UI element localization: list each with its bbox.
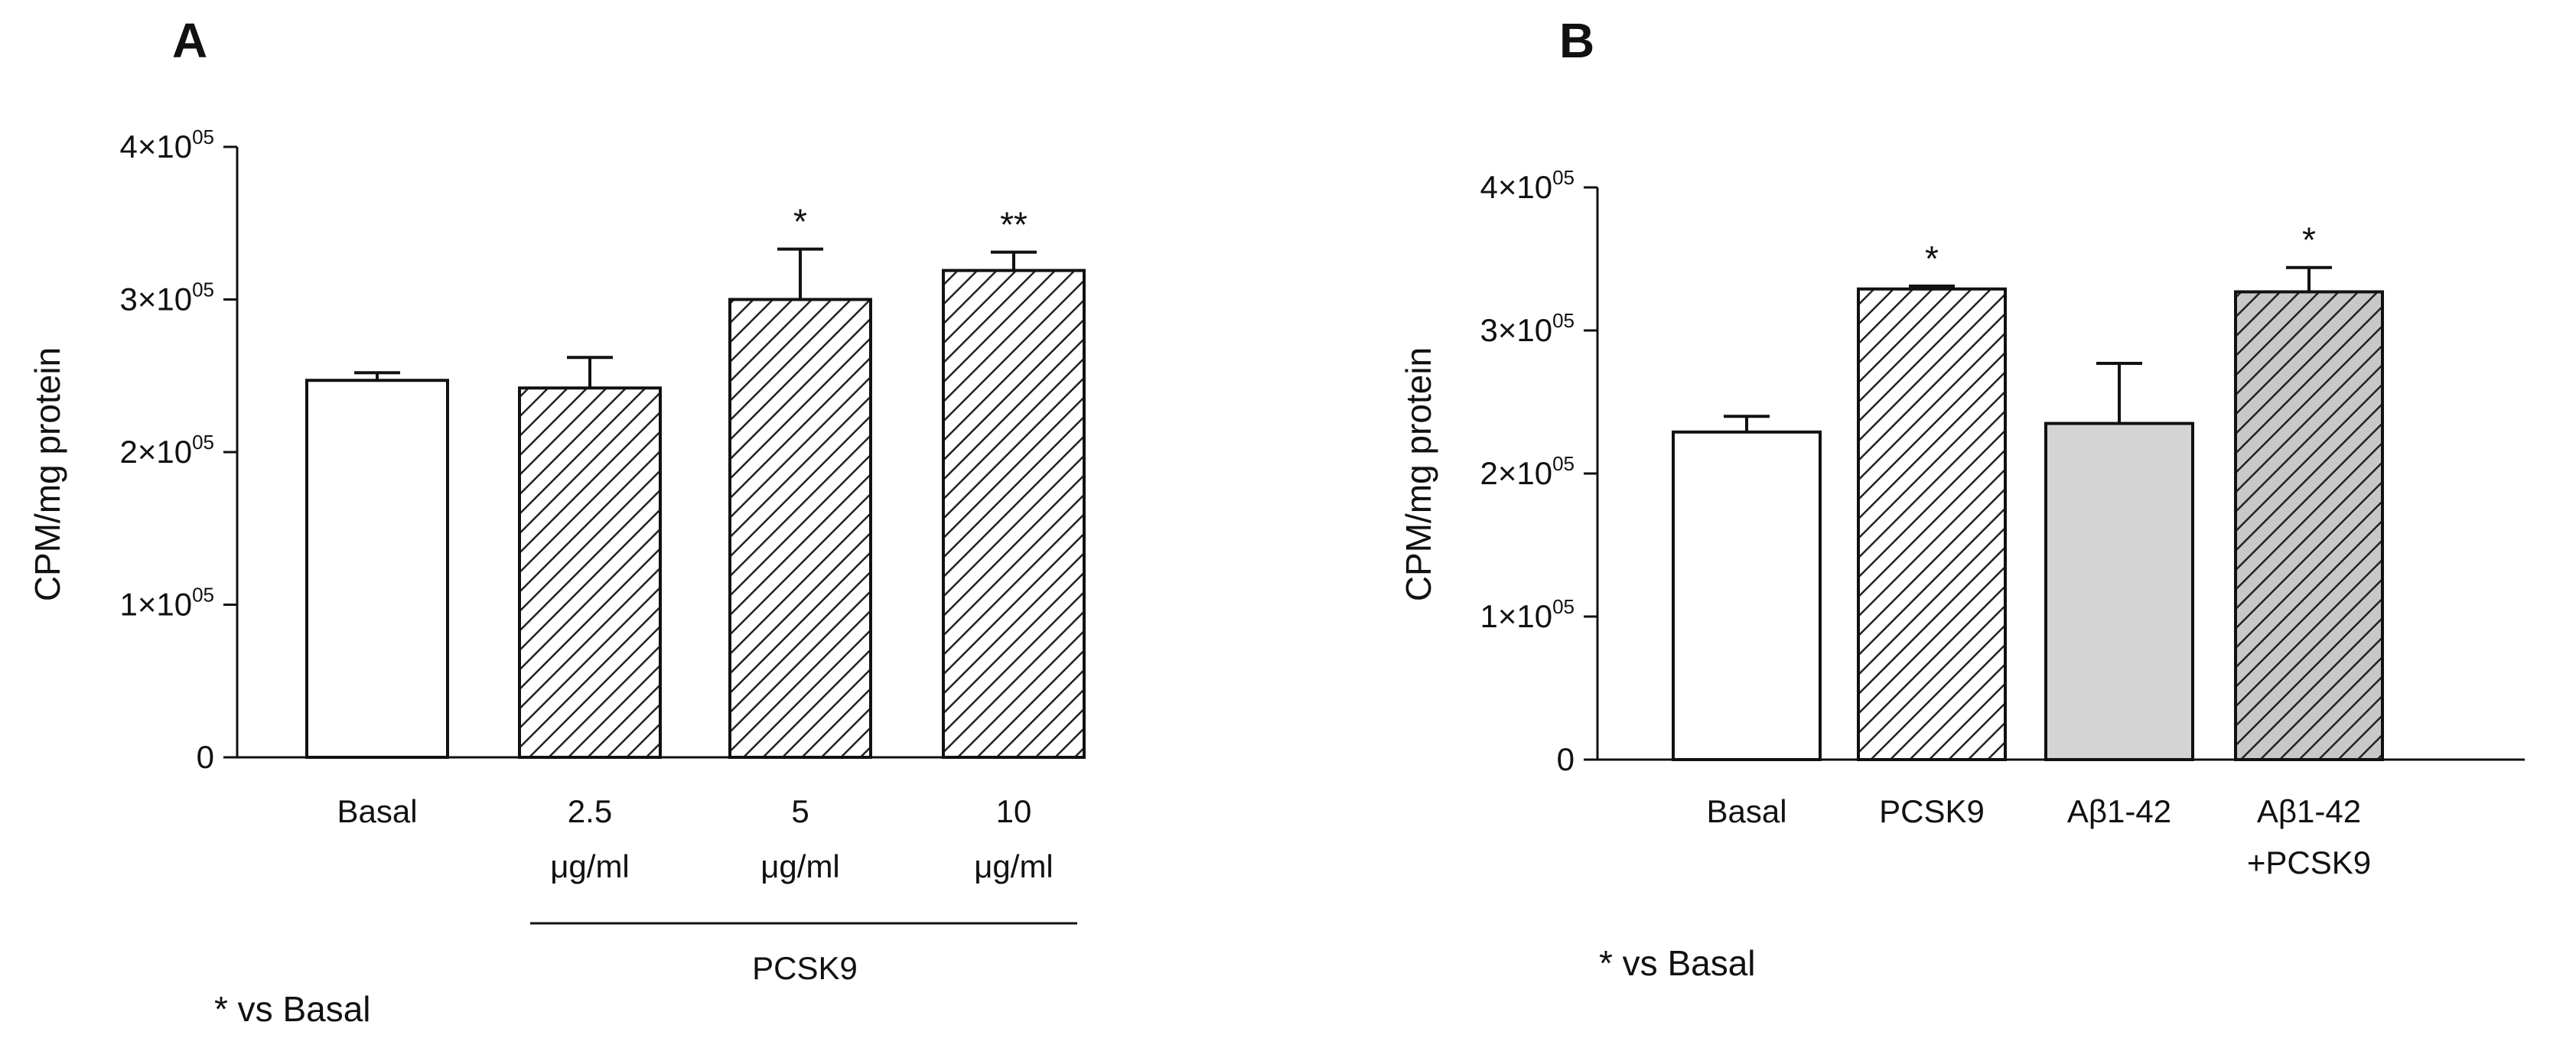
panel-b-error-bar	[1909, 285, 1955, 289]
panel-b-significance-mark: *	[1925, 239, 1939, 278]
panel-a-category-label-line: Basal	[337, 793, 417, 829]
panel-b-note: * vs Basal	[1599, 943, 1756, 983]
panel-a-category-label: 5 μg/ml	[760, 793, 840, 884]
panel-b-category-label-line: Basal	[1706, 793, 1786, 829]
panel-b-y-tick-mantissa: 2×10	[1480, 455, 1552, 491]
panel-b-significance-mark: *	[2302, 220, 2316, 260]
panel-b-y-tick-exponent: 05	[1552, 595, 1575, 618]
panel-a-group-label: PCSK9	[752, 950, 858, 986]
panel-a-category-label: Basal	[337, 793, 417, 829]
panel-b-y-tick-mantissa: 4×10	[1480, 169, 1552, 205]
panel-b-category-label-line: +PCSK9	[2247, 845, 2371, 880]
panel-a-y-tick-mantissa: 1×10	[119, 587, 192, 623]
panel-b-y-tick-exponent: 05	[1552, 309, 1575, 332]
panel-a-category-label-line: μg/ml	[550, 848, 630, 884]
panel-b-category-label: Basal	[1706, 793, 1786, 829]
panel-a-y-tick-mantissa: 4×10	[119, 129, 192, 164]
panel-a-y-tick-mantissa: 2×10	[119, 434, 192, 470]
panel-a-error-bars	[354, 247, 1037, 389]
panel-a-error-bar	[991, 250, 1037, 271]
panel-a-bars	[305, 269, 1086, 760]
panel-a-chart: A CPM/mg protein 01×10052×10053×10054×10…	[28, 13, 1086, 1029]
panel-a-category-label-line: 10	[996, 793, 1032, 829]
panel-b-bar	[1672, 430, 1822, 762]
panel-a-bar	[942, 269, 1086, 760]
panel-b-error-bar	[1724, 415, 1770, 432]
panel-a-y-tick-mantissa: 3×10	[119, 282, 192, 317]
panel-b-y-tick-mantissa: 3×10	[1480, 312, 1552, 348]
panel-b-y-tick-exponent: 05	[1552, 452, 1575, 475]
panel-a-category-label-line: μg/ml	[974, 848, 1054, 884]
panel-b-category-label-line: PCSK9	[1879, 793, 1985, 829]
panel-b-category-label-line: Aβ1-42	[2067, 793, 2171, 829]
panel-a-bar	[305, 379, 449, 759]
panel-a-y-tick-mantissa: 0	[197, 739, 214, 775]
panel-a-significance-mark: **	[1000, 205, 1027, 245]
panel-a-y-tick-label: 2×1005	[119, 431, 214, 470]
panel-b-category-label: Aβ1-42 +PCSK9	[2247, 793, 2371, 880]
panel-b-y-tick-mantissa: 0	[1557, 741, 1575, 777]
panel-a-y-tick-label: 4×1005	[119, 125, 214, 164]
panel-a-category-label: 2.5 μg/ml	[550, 793, 630, 884]
panel-b-y-tick-label: 0	[1557, 741, 1575, 777]
panel-b-y-tick-mantissa: 1×10	[1480, 598, 1552, 634]
panel-b-category-labels: Basal PCSK9 Aβ1-42 Aβ1-42 +PCSK9	[1706, 793, 2371, 880]
panel-a-error-bar	[354, 371, 400, 381]
panel-a-bar	[728, 298, 872, 759]
panel-a-y-axis-title: CPM/mg protein	[28, 347, 67, 601]
panel-a-significance-mark: *	[793, 202, 807, 242]
panel-a-y-tick-label: 1×1005	[119, 584, 214, 623]
panel-a-bar	[518, 386, 662, 759]
panel-b-category-label-line: Aβ1-42	[2257, 793, 2361, 829]
panel-b-y-tick-label: 3×1005	[1480, 309, 1575, 348]
panel-b-error-bars	[1724, 265, 2332, 432]
panel-a-significance-marks: * **	[793, 202, 1027, 245]
panel-a-error-bar	[567, 356, 613, 389]
panel-b-bars	[1672, 287, 2384, 762]
panel-b-bar	[1857, 287, 2007, 761]
panel-b-y-tick-label: 2×1005	[1480, 452, 1575, 491]
panel-b-y-tick-label: 4×1005	[1480, 166, 1575, 205]
panel-b-bar	[2044, 421, 2194, 761]
panel-b-error-bar	[2096, 362, 2142, 424]
panel-a-y-tick-label: 3×1005	[119, 278, 214, 317]
panel-b-y-tick-label: 1×1005	[1480, 595, 1575, 634]
panel-b-label: B	[1559, 13, 1594, 68]
panel-a-note: * vs Basal	[214, 989, 371, 1029]
panel-b-error-bar	[2286, 265, 2332, 292]
panel-a-category-label: 10 μg/ml	[974, 793, 1054, 884]
panel-a-y-tick-exponent: 05	[192, 125, 214, 148]
panel-a-category-labels: Basal 2.5 μg/ml 5 μg/ml 10 μg/ml	[337, 793, 1053, 884]
panel-a-label: A	[172, 13, 207, 68]
panel-a-axes	[236, 147, 1077, 759]
panel-a-category-label-line: μg/ml	[760, 848, 840, 884]
panel-b-y-tick-exponent: 05	[1552, 166, 1575, 189]
panel-b-axes	[1596, 187, 2525, 761]
panel-b-chart: B CPM/mg protein 01×10052×10053×10054×10…	[1399, 13, 2525, 983]
panel-a-category-label-line: 5	[791, 793, 809, 829]
panel-b-category-label: Aβ1-42	[2067, 793, 2171, 829]
panel-b-category-label: PCSK9	[1879, 793, 1985, 829]
panel-a-y-tick-label: 0	[197, 739, 214, 775]
panel-b-significance-marks: * *	[1925, 220, 2316, 278]
panel-a-y-tick-exponent: 05	[192, 431, 214, 454]
panel-a-y-tick-exponent: 05	[192, 584, 214, 607]
panel-a-error-bar	[777, 247, 823, 300]
panel-b-y-axis-title: CPM/mg protein	[1399, 347, 1438, 601]
panel-a-y-tick-exponent: 05	[192, 278, 214, 301]
panel-b-bar	[2234, 290, 2384, 761]
panel-a-category-label-line: 2.5	[568, 793, 612, 829]
